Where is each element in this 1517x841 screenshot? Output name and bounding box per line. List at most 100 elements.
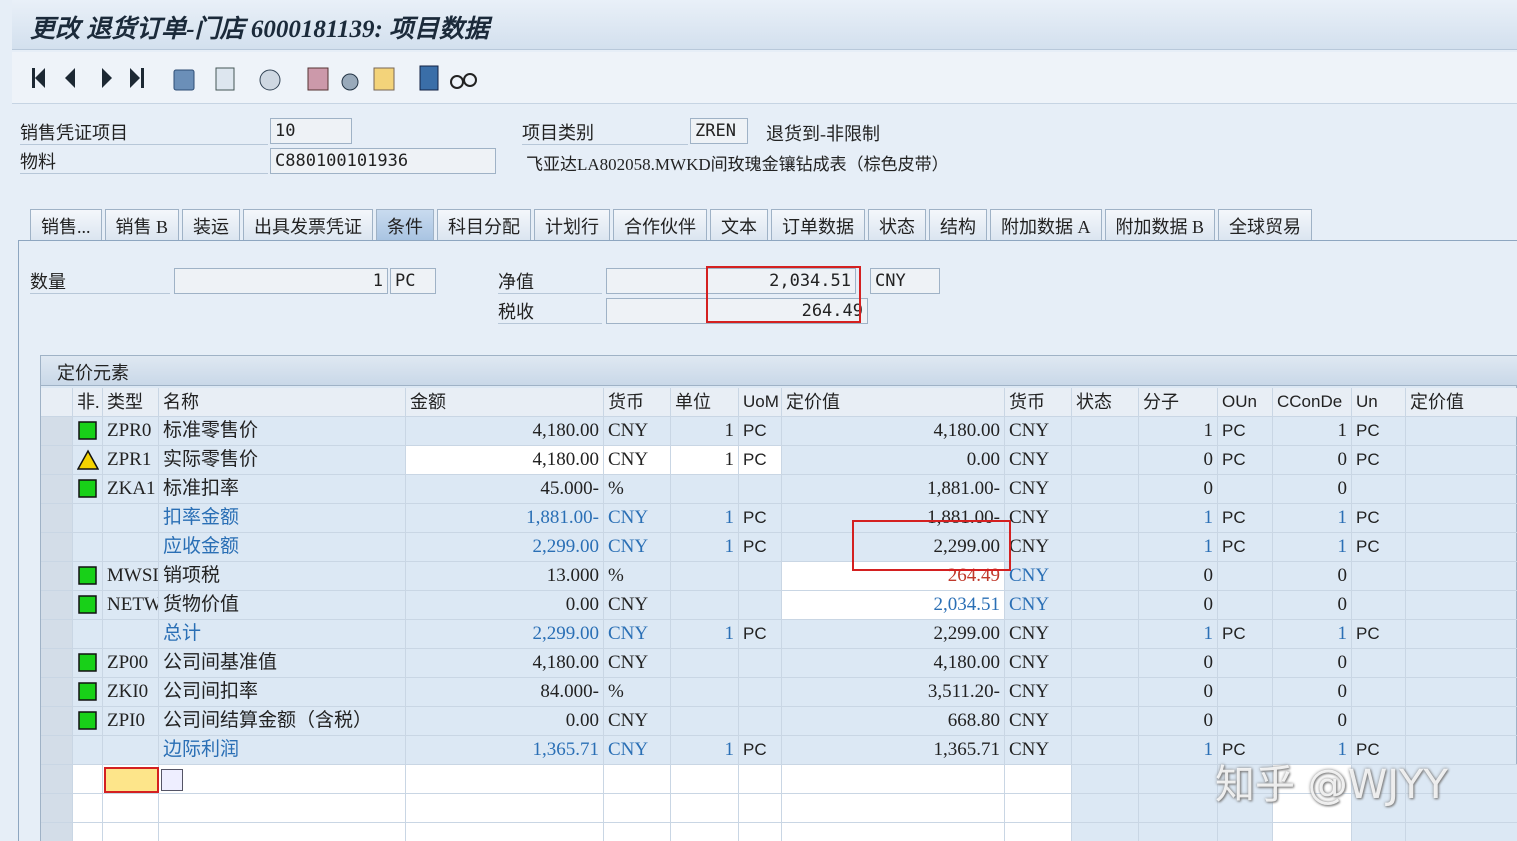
tab[interactable]: 合作伙伴 [613,209,708,240]
table-cell [1072,823,1139,841]
cell-text: 1 [1139,620,1218,649]
cell-text: PC [739,504,782,533]
table-cell [1072,707,1139,736]
table-cell [1406,620,1517,649]
tab[interactable]: 科目分配 [437,209,532,240]
column-header: 类型 [103,388,159,417]
cell-text: 0 [1139,562,1218,591]
row-selector[interactable] [41,417,73,446]
tab[interactable]: 销售 B [104,209,180,240]
table-cell [406,794,604,823]
cell-text: 0.00 [406,591,604,620]
cell-text: 4,180.00 [782,649,1005,678]
field-label: 净值 [498,268,602,294]
cell-text: 0 [1273,707,1352,736]
tab[interactable]: 状态 [868,209,927,240]
cell-text: PC [1218,504,1273,533]
cell-text: 1 [671,736,739,765]
cell-text: 公司间基准值 [159,649,406,678]
row-selector[interactable] [41,504,73,533]
input-field[interactable] [104,767,159,793]
column-header: 分子 [1139,388,1218,417]
cell-text: 1,881.00- [782,475,1005,504]
tab-strip: 销售... 销售 B 装运 出具发票凭证 条件 科目分配 计划行 合作伙伴 文本 订单数据 状态 结构… [30,209,1313,240]
cell-text: 1 [1273,533,1352,562]
cell-text: CNY [1005,649,1072,678]
watermark: 知乎 @WJYY [1215,762,1448,808]
row-selector[interactable] [41,736,73,765]
table-cell [739,649,782,678]
tab[interactable]: 附加数据 B [1104,209,1216,240]
column-header: 非. [73,388,103,417]
cell-text: 4,180.00 [406,417,604,446]
cell-text: CNY [604,736,671,765]
tab[interactable]: 装运 [182,209,241,240]
cell-text: 1,365.71 [406,736,604,765]
field-text: 退货到-非限制 [766,124,880,144]
cell-text: 1,881.00- [406,504,604,533]
field-value: 2,034.51 [606,268,856,294]
cell-text: 标准零售价 [159,417,406,446]
tab[interactable]: 文本 [710,209,769,240]
tab[interactable]: 条件 [376,209,435,240]
cell-text: 1 [1139,504,1218,533]
cell-text: 2,299.00 [782,533,1005,562]
cell-text: PC [1218,446,1273,475]
row-selector[interactable] [41,823,73,841]
cell-text: 0 [1273,591,1352,620]
table-cell [1406,475,1517,504]
table-cell [671,678,739,707]
table-cell [1005,765,1072,794]
toolbar-icons[interactable] [12,52,492,102]
table-cell [103,620,159,649]
table-cell [1218,794,1273,823]
table-cell [1406,649,1517,678]
tab[interactable]: 订单数据 [771,209,866,240]
tab[interactable]: 销售... [30,209,102,240]
table-cell [1218,765,1273,794]
table-cell [1072,678,1139,707]
field-value[interactable]: 10 [270,118,352,144]
row-selector[interactable] [41,591,73,620]
field-label: 数量 [30,268,170,294]
tab[interactable]: 全球贸易 [1218,209,1313,240]
row-selector[interactable] [41,562,73,591]
cell-text: 0 [1139,475,1218,504]
table-cell [103,794,159,823]
cell-text: MWSI [103,562,159,591]
cell-text: 0.00 [406,707,604,736]
cell-text: PC [1352,620,1406,649]
table-cell [73,765,103,794]
row-selector[interactable] [41,475,73,504]
column-header: UoM [739,388,782,417]
cell-text: PC [1218,736,1273,765]
column-header: 货币 [604,388,671,417]
tab[interactable]: 计划行 [534,209,611,240]
row-selector[interactable] [41,649,73,678]
table-cell [1406,765,1517,794]
cell-text: ZPR0 [103,417,159,446]
tab[interactable]: 附加数据 A [990,209,1102,240]
table-cell [1406,562,1517,591]
column-header: 状态 [1072,388,1139,417]
row-selector[interactable] [41,620,73,649]
cell-text: ZKI0 [103,678,159,707]
search-help[interactable] [161,769,183,791]
tab[interactable]: 结构 [929,209,988,240]
table-cell [1406,533,1517,562]
cell-text: 4,180.00 [406,649,604,678]
tab[interactable]: 出具发票凭证 [243,209,374,240]
row-selector[interactable] [41,794,73,823]
cell-text: ZKA1 [103,475,159,504]
row-selector[interactable] [41,707,73,736]
table-cell [1072,649,1139,678]
field-value[interactable]: C880100101936 [270,148,496,174]
row-selector[interactable] [41,533,73,562]
cell-text: 0 [1273,475,1352,504]
row-selector[interactable] [41,446,73,475]
table-cell [1273,765,1352,794]
field-value[interactable]: ZREN [690,118,748,144]
row-selector[interactable] [41,765,73,794]
cell-text: CNY [604,417,671,446]
row-selector[interactable] [41,678,73,707]
